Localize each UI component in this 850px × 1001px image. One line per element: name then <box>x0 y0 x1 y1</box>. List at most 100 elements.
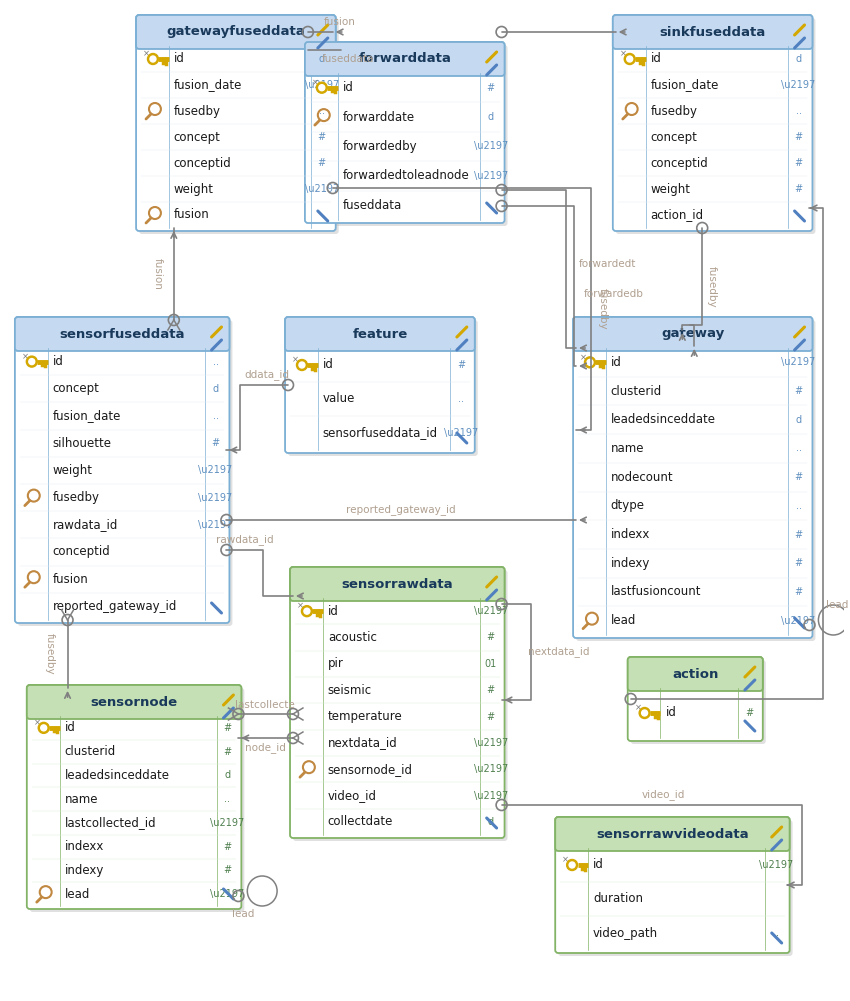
Text: ..: .. <box>773 928 779 938</box>
Bar <box>294 594 501 599</box>
Text: \u2197: \u2197 <box>210 889 245 899</box>
Text: #: # <box>212 438 219 448</box>
Text: clusterid: clusterid <box>65 745 116 758</box>
Text: sensorrawdata: sensorrawdata <box>342 578 453 591</box>
Text: fusion_date: fusion_date <box>53 409 121 422</box>
FancyBboxPatch shape <box>139 18 338 234</box>
FancyBboxPatch shape <box>613 15 813 49</box>
Text: forwardedt: forwardedt <box>579 259 637 269</box>
Text: #: # <box>224 842 231 852</box>
Text: sensorfuseddata: sensorfuseddata <box>60 327 185 340</box>
Text: conceptid: conceptid <box>173 156 231 169</box>
Text: ..: .. <box>796 443 802 453</box>
Text: #: # <box>795 587 802 597</box>
Text: #: # <box>456 360 465 370</box>
Text: #: # <box>318 158 326 168</box>
Text: video_id: video_id <box>328 789 377 802</box>
Circle shape <box>570 862 575 868</box>
Text: 01: 01 <box>484 659 496 669</box>
Text: \u2197: \u2197 <box>473 791 507 801</box>
Text: ×: × <box>292 355 299 364</box>
Circle shape <box>297 359 308 370</box>
Text: #: # <box>795 158 802 168</box>
Text: #: # <box>795 132 802 142</box>
Text: forwardedtoleadnode: forwardedtoleadnode <box>343 169 469 182</box>
Text: sinkfuseddata: sinkfuseddata <box>660 25 766 38</box>
Text: forwardedby: forwardedby <box>343 140 417 153</box>
Circle shape <box>624 53 635 64</box>
FancyBboxPatch shape <box>15 317 230 623</box>
Bar <box>31 712 237 717</box>
FancyBboxPatch shape <box>27 685 241 719</box>
Text: \u2197: \u2197 <box>304 184 339 194</box>
Text: ×: × <box>143 49 150 58</box>
Text: action: action <box>672 668 718 681</box>
Text: leadedsinceddate: leadedsinceddate <box>65 769 169 782</box>
FancyBboxPatch shape <box>573 317 813 638</box>
Text: weight: weight <box>650 182 690 195</box>
Bar <box>617 42 808 47</box>
Text: id: id <box>323 358 334 371</box>
Text: \u2197: \u2197 <box>781 80 816 90</box>
Circle shape <box>585 356 596 367</box>
FancyBboxPatch shape <box>613 15 813 231</box>
Text: sensorrawvideodata: sensorrawvideodata <box>596 828 749 841</box>
Text: reported_gateway_id: reported_gateway_id <box>347 505 456 516</box>
Text: ×: × <box>312 78 319 87</box>
Text: action_id: action_id <box>650 208 704 221</box>
Text: lastcollecte: lastcollecte <box>235 700 295 710</box>
Circle shape <box>567 860 577 871</box>
FancyBboxPatch shape <box>290 567 505 838</box>
Text: ddata_id: ddata_id <box>245 369 290 380</box>
Circle shape <box>304 609 310 615</box>
Text: ..: .. <box>319 106 325 116</box>
Text: \u2197: \u2197 <box>473 171 507 181</box>
FancyBboxPatch shape <box>305 42 505 76</box>
Circle shape <box>26 356 37 367</box>
Text: fuseddata: fuseddata <box>343 199 402 212</box>
Text: id: id <box>666 707 677 720</box>
FancyBboxPatch shape <box>576 320 815 641</box>
Text: id: id <box>593 859 604 872</box>
Text: reported_gateway_id: reported_gateway_id <box>53 600 177 613</box>
Text: id: id <box>650 52 661 65</box>
FancyBboxPatch shape <box>627 657 762 691</box>
Text: feature: feature <box>352 327 407 340</box>
Text: concept: concept <box>173 130 221 143</box>
Text: \u2197: \u2197 <box>198 520 233 530</box>
Text: gatewayfuseddata: gatewayfuseddata <box>167 25 305 38</box>
Circle shape <box>41 725 47 731</box>
Text: pir: pir <box>328 658 343 671</box>
Text: ×: × <box>635 704 642 713</box>
Text: lead: lead <box>65 888 90 901</box>
Text: #: # <box>224 866 231 876</box>
FancyBboxPatch shape <box>555 817 790 851</box>
Text: fusedby: fusedby <box>707 266 717 308</box>
Text: fusion_date: fusion_date <box>173 78 242 91</box>
Text: lastfusioncount: lastfusioncount <box>611 586 701 599</box>
FancyBboxPatch shape <box>290 567 505 601</box>
Text: ..: .. <box>796 106 802 116</box>
FancyBboxPatch shape <box>558 820 792 956</box>
Text: \u2197: \u2197 <box>473 738 507 748</box>
Text: id: id <box>343 81 354 94</box>
Bar <box>19 344 225 349</box>
Text: indexy: indexy <box>65 864 104 877</box>
Text: d: d <box>319 54 325 64</box>
Text: fusedby: fusedby <box>45 634 54 675</box>
Bar <box>309 69 501 74</box>
Text: indexx: indexx <box>65 840 104 853</box>
Text: nextdata_id: nextdata_id <box>529 647 590 658</box>
Text: lead: lead <box>826 600 848 610</box>
Text: ..: .. <box>212 411 218 421</box>
FancyBboxPatch shape <box>285 317 475 453</box>
Text: ×: × <box>22 352 29 361</box>
Text: \u2197: \u2197 <box>198 465 233 475</box>
FancyBboxPatch shape <box>293 570 507 841</box>
Circle shape <box>642 710 648 716</box>
Text: ..: .. <box>212 356 218 366</box>
Text: #: # <box>486 633 495 643</box>
Text: ..: .. <box>224 794 230 804</box>
Text: indexy: indexy <box>611 557 650 570</box>
FancyBboxPatch shape <box>555 817 790 953</box>
